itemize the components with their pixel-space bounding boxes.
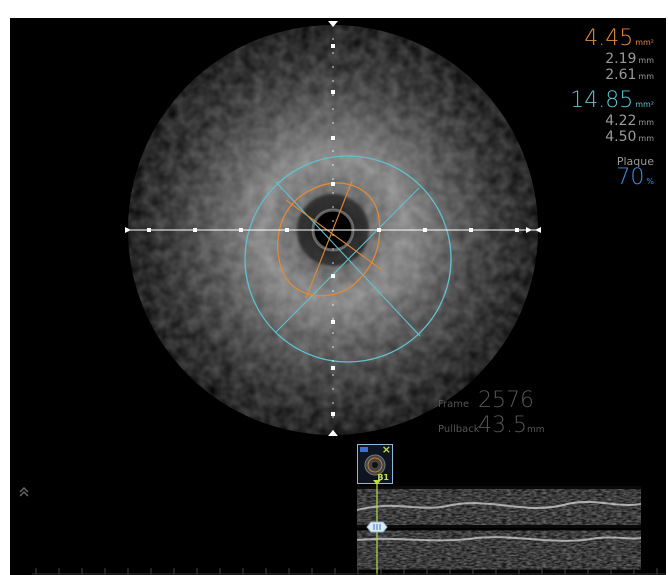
plaque-label: Plaque <box>616 155 654 168</box>
tick-mark <box>147 228 151 232</box>
lumen-max-diameter-line <box>305 180 353 299</box>
right-arrow-icon-1[interactable] <box>526 227 532 233</box>
tick-mark <box>239 228 243 232</box>
top-arrow-icon[interactable] <box>328 21 338 27</box>
frame-value: 2576 <box>478 388 534 413</box>
lumen-contour[interactable] <box>277 180 383 299</box>
lumen-measurements: 4.45 mm² 2.19 mm 2.61 mm <box>584 26 654 83</box>
pullback-label: Pullback <box>438 424 480 435</box>
lumen-min-diameter-value: 2.19 <box>605 51 637 67</box>
pullback-readout: Pullback43.5mm <box>438 415 545 437</box>
plaque-value: 70 <box>616 165 645 190</box>
tick-mark <box>515 228 519 232</box>
pullback-ruler <box>32 568 666 575</box>
vessel-min-diameter-line <box>275 187 420 333</box>
bookmark-label: B1 <box>377 473 389 482</box>
ivus-viewer: 4.45 mm² 2.19 mm 2.61 mm 14.85 mm² 4.22 mm 4.… <box>10 18 666 575</box>
longitudinal-view-bottom[interactable] <box>357 530 641 570</box>
bookmark-thumbnail-icon <box>360 447 386 476</box>
frame-label: Frame <box>438 399 470 410</box>
ivus-cross-section[interactable] <box>10 18 666 575</box>
vessel-max-diameter-unit: mm <box>638 134 654 143</box>
tick-mark <box>331 366 335 370</box>
double-chevron-up-icon[interactable] <box>18 486 30 502</box>
lumen-area-value: 4.45 <box>584 26 634 51</box>
position-marker[interactable] <box>365 480 389 575</box>
tick-mark <box>331 412 335 416</box>
frame-readout: Frame 2576 <box>438 390 534 412</box>
vessel-max-diameter-value: 4.50 <box>605 129 637 145</box>
lumen-min-diameter-unit: mm <box>638 56 654 65</box>
tick-mark <box>331 274 335 278</box>
lumen-max-diameter-value: 2.61 <box>605 67 637 83</box>
bookmark-thumbnail[interactable]: × B1 <box>357 443 393 484</box>
tick-mark <box>469 228 473 232</box>
lumen-area-unit: mm² <box>635 38 654 47</box>
vessel-min-diameter-unit: mm <box>638 118 654 127</box>
pullback-unit: mm <box>526 425 545 435</box>
lumen-max-diameter-unit: mm <box>638 72 654 81</box>
tick-mark <box>331 136 335 140</box>
crosshair[interactable] <box>125 21 541 436</box>
close-icon[interactable]: × <box>381 443 391 456</box>
vessel-area-unit: mm² <box>635 100 654 109</box>
vessel-contour[interactable] <box>244 155 452 363</box>
lumen-min-diameter-line <box>285 199 383 271</box>
pullback-value: 43.5 <box>478 413 527 438</box>
tick-mark <box>331 320 335 324</box>
slider-handle-icon[interactable] <box>366 521 388 533</box>
bottom-arrow-icon[interactable] <box>328 430 338 436</box>
tick-mark <box>331 90 335 94</box>
vessel-area-value: 14.85 <box>570 88 634 113</box>
right-arrow-icon-2[interactable] <box>535 227 541 233</box>
tick-mark <box>193 228 197 232</box>
tick-marks <box>147 44 519 416</box>
left-arrow-icon[interactable] <box>125 227 131 233</box>
vessel-min-diameter-value: 4.22 <box>605 113 637 129</box>
longitudinal-view-top[interactable] <box>357 486 641 528</box>
tick-mark <box>331 182 335 186</box>
tick-mark <box>331 44 335 48</box>
tick-mark <box>423 228 427 232</box>
plaque-unit: % <box>646 177 654 186</box>
plaque-measurement: Plaque 70% <box>616 156 654 189</box>
vessel-measurements: 14.85 mm² 4.22 mm 4.50 mm <box>570 88 654 145</box>
tick-mark <box>377 228 381 232</box>
tick-mark <box>285 228 289 232</box>
